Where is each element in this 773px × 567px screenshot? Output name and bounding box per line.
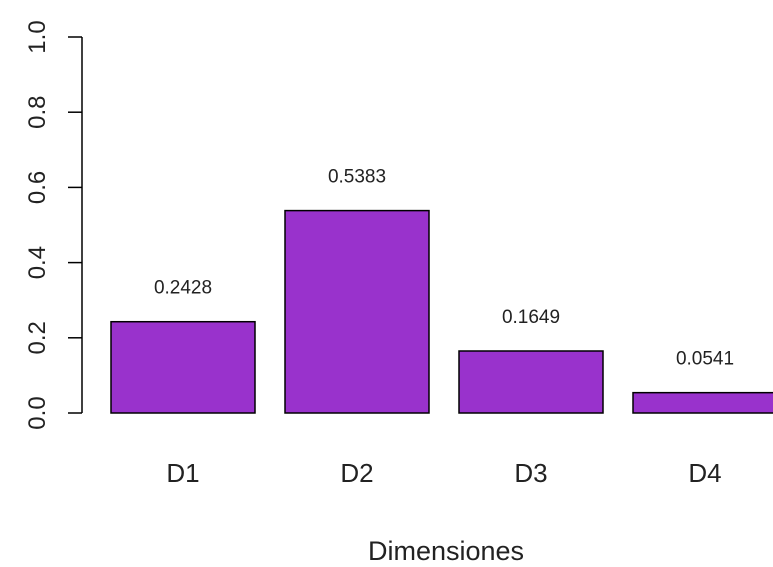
x-category-label-d3: D3	[514, 458, 547, 488]
bar-d1	[110, 320, 256, 414]
y-axis: 0.0 0.2 0.4 0.6 0.8 1.0	[24, 20, 83, 430]
y-tick-label: 1.0	[24, 20, 51, 53]
x-axis-title: Dimensiones	[368, 536, 524, 562]
bar-d3	[458, 350, 604, 414]
x-category-label-d2: D2	[340, 458, 373, 488]
bar-d2	[284, 209, 430, 414]
y-tick-label: 0.2	[24, 321, 51, 354]
bars	[110, 209, 773, 414]
data-label-d3: 0.1649	[502, 307, 560, 328]
y-tick-label: 0.0	[24, 396, 51, 429]
data-label-d1: 0.2428	[154, 278, 212, 299]
data-label-d2: 0.5383	[328, 167, 386, 188]
data-labels: 0.2428 0.5383 0.1649 0.0541	[154, 167, 734, 370]
y-tick-label: 0.8	[24, 96, 51, 129]
x-category-label-d1: D1	[166, 458, 199, 488]
y-tick-label: 0.6	[24, 171, 51, 204]
x-category-labels: D1 D2 D3 D4	[166, 458, 721, 488]
y-tick-label: 0.4	[24, 246, 51, 279]
data-label-d4: 0.0541	[676, 349, 734, 370]
x-category-label-d4: D4	[688, 458, 721, 488]
bar-d4	[632, 391, 773, 414]
